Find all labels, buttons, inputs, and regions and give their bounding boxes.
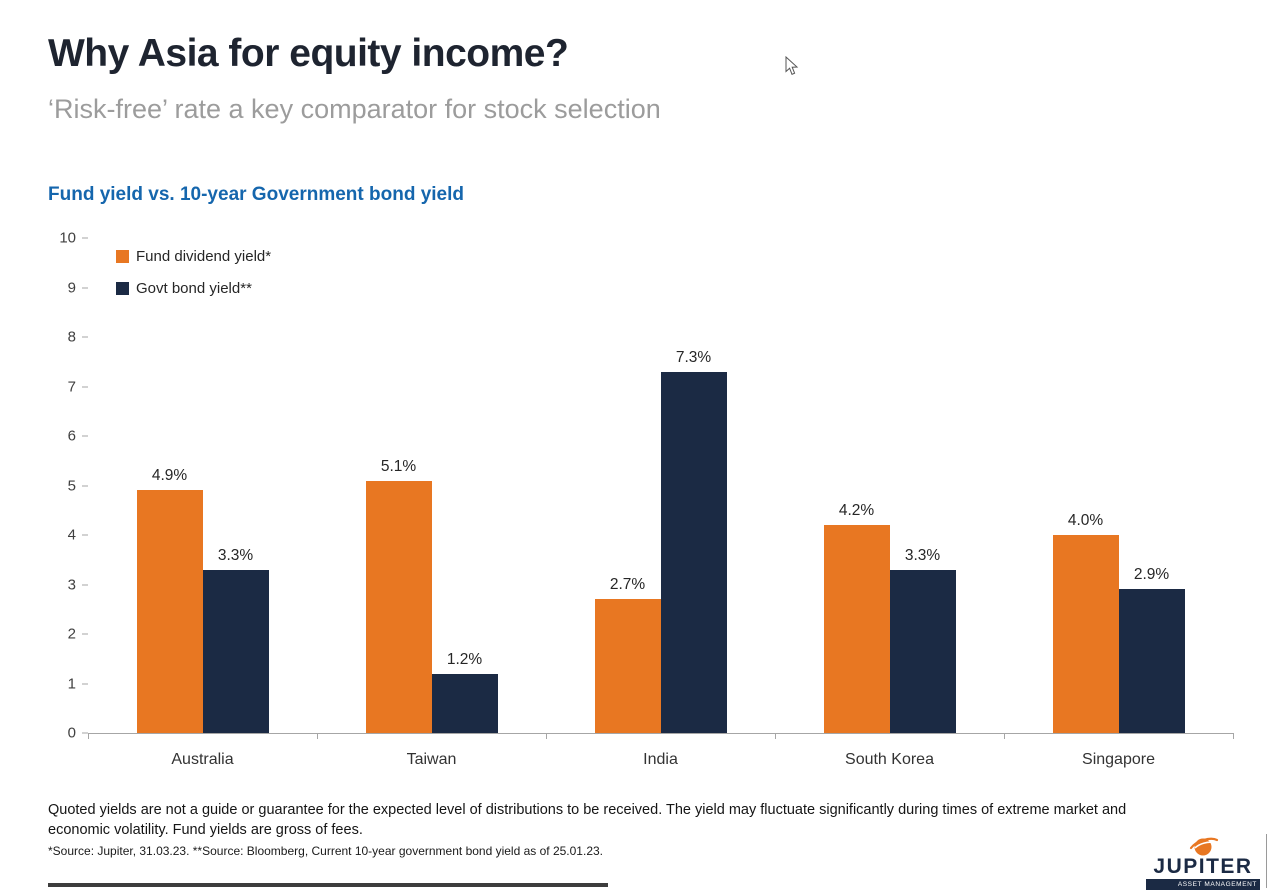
y-axis-tick-label: 10 [59, 229, 76, 247]
x-axis-tick-mark [317, 733, 318, 739]
x-axis-category-label: Singapore [1082, 751, 1155, 768]
bar-value-label: 3.3% [217, 546, 254, 564]
x-axis-category-label: Australia [171, 751, 234, 768]
bar-group: 4.0% 2.9% [1004, 238, 1233, 733]
y-axis-tick-label: 9 [67, 279, 76, 296]
x-axis-labels: Australia Taiwan India South Korea Singapore [88, 751, 1233, 769]
y-axis-tick-mark [82, 485, 88, 486]
chart-legend: Fund dividend yield* Govt bond yield** [116, 248, 271, 312]
bar-group: 5.1% 1.2% [317, 238, 546, 733]
x-axis-category-label: Taiwan [406, 751, 457, 768]
y-axis-tick-label: 2 [67, 625, 76, 643]
x-axis-tick-mark [1004, 733, 1005, 739]
bar [202, 569, 269, 733]
bar-column: 7.3% [660, 238, 727, 733]
y-axis-tick-label: 3 [67, 576, 76, 593]
jupiter-logo: JUPITER ASSET MANAGEMENT [1146, 834, 1260, 890]
y-axis-tick-label: 5 [67, 477, 76, 494]
bar-column: 4.2% [823, 238, 890, 733]
legend-swatch [116, 250, 129, 263]
bar [660, 371, 727, 733]
y-axis-tick-mark [82, 287, 88, 288]
y-axis-tick-label: 7 [67, 378, 76, 395]
bar-value-label: 2.7% [609, 576, 646, 594]
x-axis-tick-mark [775, 733, 776, 739]
x-boundary-ticks [88, 733, 1234, 739]
y-axis-tick-mark [82, 435, 88, 437]
bar-groups: 4.9% 3.3% 5.1% 1.2% 2.7% 7.3% 4.2% 3.3% 4.0% 2.9% [88, 238, 1233, 733]
x-axis-tick-mark [88, 733, 89, 739]
y-axis-tick-mark [82, 683, 88, 684]
bar-value-label: 5.1% [380, 457, 417, 475]
bar [1052, 535, 1119, 733]
bar [431, 673, 498, 733]
y-axis-tick-mark [82, 584, 88, 585]
right-edge-divider [1266, 834, 1267, 888]
legend-label: Govt bond yield** [136, 280, 252, 297]
bar [823, 525, 890, 733]
x-axis-tick-mark [546, 733, 547, 739]
y-axis-tick-label: 8 [67, 328, 76, 346]
footer: Quoted yields are not a guide or guarant… [48, 800, 1173, 858]
mouse-cursor-icon [785, 56, 799, 75]
bar [136, 490, 203, 733]
bar-value-label: 4.9% [151, 467, 188, 485]
bar-value-label: 7.3% [675, 348, 712, 366]
bar-value-label: 2.9% [1133, 566, 1170, 584]
jupiter-wordmark: JUPITER [1153, 855, 1253, 878]
bar-column: 2.9% [1118, 238, 1185, 733]
bar-chart: 0 1 2 3 4 5 6 7 8 9 10 4.9% 3.3% 5.1% 1.2% 2.7% 7.3% 4.2… [48, 230, 1234, 775]
footer-disclaimer: Quoted yields are not a guide or guarant… [48, 802, 1127, 839]
bar-column: 3.3% [202, 238, 269, 733]
y-axis-tick-label: 6 [67, 427, 76, 445]
bar-column: 3.3% [889, 238, 956, 733]
bar-group: 4.2% 3.3% [775, 238, 1004, 733]
legend-label: Fund dividend yield* [136, 248, 272, 265]
legend-item: Fund dividend yield* [116, 248, 271, 265]
x-axis-tick-mark [1233, 733, 1234, 739]
bar [594, 599, 661, 733]
chart-title: Fund yield vs. 10-year Government bond y… [48, 184, 464, 205]
bar-value-label: 4.2% [838, 502, 875, 520]
bottom-accent-bar [48, 883, 608, 887]
x-axis-category-label: India [643, 751, 678, 768]
bar-value-label: 4.0% [1067, 512, 1104, 529]
bar [889, 569, 956, 733]
y-axis-tick-mark [82, 732, 88, 734]
legend-swatch [116, 282, 129, 295]
y-axis-tick-label: 4 [67, 526, 76, 544]
bar-column: 1.2% [431, 238, 498, 733]
bar-column: 2.7% [594, 238, 661, 733]
jupiter-globe-icon [1189, 837, 1219, 856]
y-axis-tick-mark [82, 386, 88, 387]
y-axis-tick-mark [82, 336, 88, 338]
x-axis-category-label: South Korea [845, 751, 934, 768]
y-axis-tick-mark [82, 237, 88, 239]
bar-group: 2.7% 7.3% [546, 238, 775, 733]
bar [365, 480, 432, 733]
y-axis-tick-mark [82, 534, 88, 536]
bar-column: 5.1% [365, 238, 432, 733]
legend-item: Govt bond yield** [116, 280, 271, 297]
bar-column: 4.9% [136, 238, 203, 733]
y-axis-tick-label: 1 [67, 675, 76, 692]
bar-group: 4.9% 3.3% [88, 238, 317, 733]
y-axis-tick-label: 0 [67, 724, 76, 742]
bar-value-label: 1.2% [446, 650, 483, 668]
page-title: Why Asia for equity income? [48, 32, 569, 75]
bar-column: 4.0% [1052, 238, 1119, 733]
jupiter-tagline: ASSET MANAGEMENT [1146, 879, 1260, 890]
y-axis-tick-mark [82, 633, 88, 635]
page-subtitle: ‘Risk-free’ rate a key comparator for st… [48, 94, 661, 124]
plot-area: 0 1 2 3 4 5 6 7 8 9 10 4.9% 3.3% 5.1% 1.2% 2.7% 7.3% 4.2… [59, 231, 1234, 741]
footer-source-note: *Source: Jupiter, 31.03.23. **Source: Bl… [48, 843, 603, 858]
bar-value-label: 3.3% [904, 546, 941, 564]
bar [1118, 589, 1185, 733]
